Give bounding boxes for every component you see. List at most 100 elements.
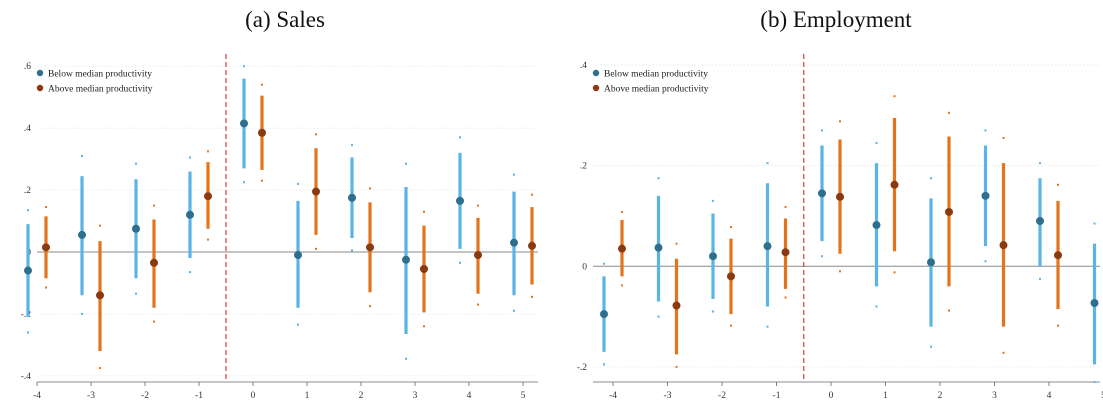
x-tick-label: -3 (664, 391, 672, 401)
ci-end-low (27, 331, 29, 333)
ci-end-high (948, 112, 950, 114)
ci-end-low (99, 367, 101, 369)
point-estimate (150, 259, 158, 267)
point-estimate (258, 129, 266, 137)
ci-end-high (369, 187, 371, 189)
ci-end-high (876, 142, 878, 144)
ci-end-low (839, 270, 841, 272)
ci-end-high (513, 174, 515, 176)
legend-marker (593, 85, 599, 91)
ci-end-low (730, 325, 732, 327)
ci-end-low (423, 325, 425, 327)
ci-end-low (948, 310, 950, 312)
x-tick-label: 2 (938, 391, 943, 401)
y-tick-label: -.2 (21, 310, 32, 320)
ci-end-high (477, 205, 479, 207)
ci-end-high (1003, 137, 1005, 139)
ci-end-high (261, 84, 263, 86)
point-estimate (709, 252, 717, 260)
ci-end-low (81, 313, 83, 315)
y-tick-label: .4 (24, 124, 31, 134)
ci-end-low (930, 346, 932, 348)
point-estimate (24, 267, 32, 275)
ci-end-high (297, 183, 299, 185)
panel-employment: (b) Employment -.2 0 .2 .4 -4 -3 -2 -1 0 1 2 3 4 5 Bel… (577, 7, 1103, 401)
x-tick-label: -1 (773, 391, 781, 401)
ci-end-low (894, 271, 896, 273)
point-estimate (1091, 299, 1099, 307)
ci-end-low (821, 255, 823, 257)
x-tick-label: -1 (195, 391, 203, 401)
ci-end-high (459, 136, 461, 138)
ci-end-high (767, 162, 769, 164)
ci-end-low (531, 296, 533, 298)
ci-end-low (676, 366, 678, 368)
ci-end-low (459, 262, 461, 264)
ci-end-low (135, 293, 137, 295)
x-tick-label: 1 (305, 391, 310, 401)
ci-end-high (930, 177, 932, 179)
ci-end-low (45, 287, 47, 289)
x-tick-label: 4 (467, 391, 472, 401)
ci-end-low (785, 296, 787, 298)
x-tick-label: 3 (413, 391, 418, 401)
y-tick-label: .2 (580, 162, 587, 172)
ci-end-high (1057, 184, 1059, 186)
ci-end-low (297, 324, 299, 326)
legend-label: Below median productivity (604, 70, 708, 80)
point-estimate (42, 243, 50, 251)
ci-end-high (27, 209, 29, 211)
ci-end-high (45, 206, 47, 208)
panel-sales: (a) Sales -.4-.20.2.4.6-4-3-2-1012345Bel… (21, 7, 538, 401)
point-estimate (1000, 241, 1008, 249)
point-estimate (782, 248, 790, 256)
y-tick-label: -.4 (21, 372, 32, 382)
panel-title: (a) Sales (245, 7, 325, 32)
y-tick-label: .4 (580, 61, 587, 71)
ci-end-low (369, 305, 371, 307)
x-tick-label: 2 (359, 391, 364, 401)
ci-end-low (405, 358, 407, 360)
point-estimate (945, 208, 953, 216)
ci-end-low (513, 310, 515, 312)
x-tick-label: -4 (609, 391, 617, 401)
ci-end-low (603, 363, 605, 365)
x-tick-label: 3 (992, 391, 997, 401)
point-estimate (186, 211, 194, 219)
point-estimate (312, 188, 320, 196)
x-tick-label: -4 (33, 391, 41, 401)
ci-end-low (261, 180, 263, 182)
ci-end-low (712, 311, 714, 313)
point-estimate (982, 192, 990, 200)
legend-label: Below median productivity (48, 70, 152, 80)
ci-end-high (207, 150, 209, 152)
point-estimate (528, 242, 536, 250)
ci-end-high (189, 157, 191, 159)
ci-end-low (189, 271, 191, 273)
point-estimate (456, 197, 464, 205)
point-estimate (600, 310, 608, 318)
ci-end-high (1039, 162, 1041, 164)
ci-end-high (81, 155, 83, 157)
point-estimate (673, 302, 681, 310)
ci-end-high (839, 120, 841, 122)
ci-end-high (315, 133, 317, 135)
ci-end-high (821, 129, 823, 131)
point-estimate (474, 251, 482, 259)
point-estimate (96, 291, 104, 299)
point-estimate (366, 243, 374, 251)
ci-end-low (315, 248, 317, 250)
ci-end-high (351, 144, 353, 146)
legend-marker (37, 70, 43, 76)
ci-end-low (351, 249, 353, 251)
ci-end-high (135, 163, 137, 165)
point-estimate (727, 272, 735, 280)
ci-end-high (405, 163, 407, 165)
x-tick-label: 0 (829, 391, 834, 401)
point-estimate (818, 189, 826, 197)
ci-end-low (876, 306, 878, 308)
ci-end-high (153, 205, 155, 207)
point-estimate (204, 192, 212, 200)
point-estimate (836, 193, 844, 201)
